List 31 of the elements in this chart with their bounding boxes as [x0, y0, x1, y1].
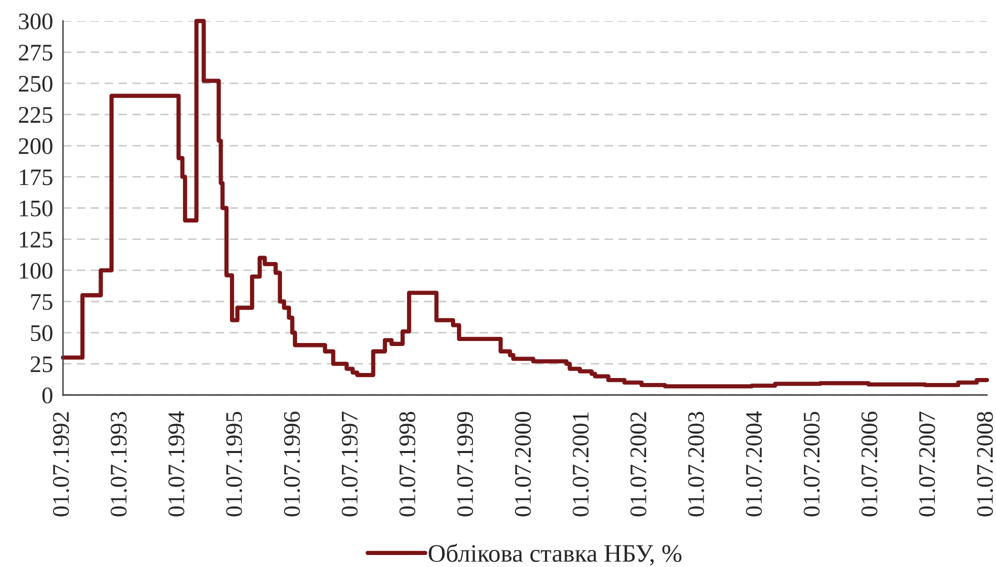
y-tick-label: 25 [30, 356, 52, 372]
x-tick-label: 01.07.1995 [226, 412, 242, 516]
x-tick-label: 01.07.2005 [804, 412, 820, 516]
y-tick-label: 50 [31, 325, 52, 342]
legend-label: Облікова ставка НБУ, % [428, 544, 682, 566]
x-tick-label: 01.07.1996 [284, 412, 300, 516]
x-tick-label: 01.07.2004 [746, 411, 762, 516]
y-tick-label: 0 [42, 387, 52, 404]
y-tick-label: 100 [20, 262, 52, 279]
y-tick-label: 125 [20, 232, 52, 248]
x-tick-label: 01.07.2001 [572, 412, 589, 516]
y-tick-label: 150 [20, 200, 52, 216]
x-tick-label: 01.07.2000 [514, 412, 532, 516]
y-tick-label: 175 [20, 169, 52, 186]
x-tick-label: 01.07.1994 [168, 411, 184, 516]
y-tick-label: 250 [18, 76, 52, 92]
x-tick-label: 01.07.1997 [342, 412, 358, 516]
x-tick-label: 01.07.2008 [976, 412, 994, 516]
x-tick-label: 01.07.2003 [688, 412, 704, 516]
y-tick-label: 225 [18, 107, 52, 123]
x-tick-label: 01.07.1992 [52, 412, 70, 516]
y-tick-label: 300 [18, 13, 52, 30]
x-tick-label: 01.07.2006 [861, 412, 878, 516]
x-tick-label: 01.07.1998 [399, 412, 416, 516]
x-tick-label: 01.07.2007 [919, 412, 936, 516]
y-tick-label: 200 [18, 138, 52, 154]
x-tick-label: 01.07.1999 [457, 412, 474, 516]
x-tick-label: 01.07.1993 [110, 412, 127, 516]
x-tick-label: 01.07.2002 [630, 412, 646, 516]
y-tick-label: 275 [18, 44, 52, 61]
y-tick-label: 75 [31, 294, 52, 310]
